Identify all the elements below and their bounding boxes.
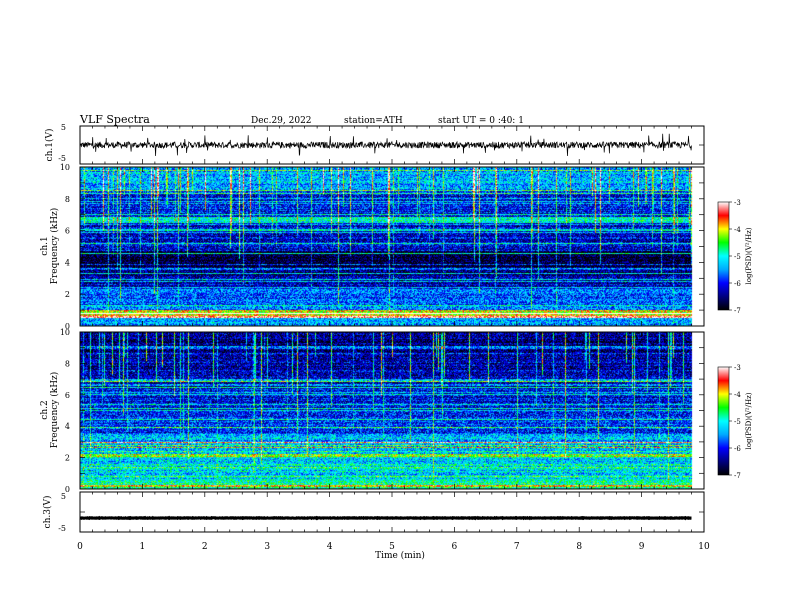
freq-tick-label: 0	[65, 322, 70, 331]
x-axis-tick-labels: 0 1 2 3 4 5 6 7 8 9 10	[77, 542, 710, 552]
colorbar-tick-label: -6	[734, 445, 741, 453]
figure-title: VLF Spectra	[79, 113, 150, 126]
ch1-spectrogram-panel: 0 2 4 6 8 10 ch.1 Frequency (kHz)	[40, 163, 705, 331]
colorbar-tick-label: -6	[734, 280, 741, 288]
x-tick-label: 8	[576, 542, 582, 552]
x-axis-label: Time (min)	[375, 550, 425, 561]
ch2-spectrogram-ytick-labels: 0 2 4 6 8 10	[60, 328, 70, 494]
x-tick-label: 7	[514, 542, 520, 552]
colorbar-tick-label: -3	[734, 199, 741, 207]
colorbar-tick-label: -3	[734, 364, 741, 372]
ch1-waveform-ticks	[79, 125, 705, 165]
start-ut-label: start UT = 0 :40: 1	[438, 116, 524, 126]
colorbar-tick-label: -5	[734, 253, 741, 261]
x-tick-label: 2	[202, 542, 208, 552]
ch1-ylabel: ch.1(V)	[44, 129, 55, 162]
freq-tick-label: 0	[65, 485, 70, 494]
ch2-spectrogram-panel: 0 2 4 6 8 10 ch.2 Frequency (kHz)	[40, 328, 705, 494]
ch1-ytick-top: 5	[61, 123, 66, 132]
freq-tick-label: 10	[60, 163, 70, 172]
ch1-frequency-label: Frequency (kHz)	[49, 208, 60, 285]
freq-tick-label: 4	[65, 258, 70, 267]
station-label: station=ATH	[344, 116, 403, 126]
x-tick-label: 3	[264, 542, 270, 552]
ch1-channel-label: ch.1	[40, 236, 50, 255]
ch3-ytick-top: 5	[61, 492, 66, 501]
ch1-spectrogram-ytick-labels: 0 2 4 6 8 10	[60, 163, 70, 331]
ch2-colorbar: -3 -4 -5 -6 -7 log(PSD)(V²/Hz)	[717, 364, 753, 480]
freq-tick-label: 4	[65, 422, 70, 431]
freq-tick-label: 8	[65, 195, 70, 204]
ch1-ytick-bottom: -5	[58, 154, 66, 163]
x-tick-label: 6	[452, 542, 458, 552]
ch2-spectrogram-plot	[80, 332, 704, 489]
colorbar-gradient	[717, 366, 730, 476]
ch1-waveform-line	[79, 133, 692, 157]
colorbar-tick-label: -4	[734, 391, 741, 399]
ch2-frequency-label: Frequency (kHz)	[49, 372, 60, 449]
ch3-waveform-frame	[79, 491, 705, 533]
ch1-spectrogram-ticks	[79, 166, 705, 327]
ch1-spectrogram-plot	[80, 167, 704, 326]
ch2-channel-label: ch.2	[40, 400, 50, 419]
colorbar-tick-label: -7	[734, 307, 741, 315]
date-label: Dec.29, 2022	[251, 116, 312, 126]
x-tick-label: 10	[698, 542, 710, 552]
ch2-spectrogram-ticks	[79, 331, 705, 490]
ch3-waveform-panel: 5 -5 ch.3(V)	[42, 491, 705, 533]
freq-tick-label: 10	[60, 328, 70, 337]
x-tick-label: 9	[639, 542, 645, 552]
ch1-waveform-panel: 5 -5 ch.1(V)	[44, 123, 705, 165]
x-tick-label: 0	[77, 542, 83, 552]
colorbar-label: log(PSD)(V²/Hz)	[745, 392, 753, 449]
ch3-ytick-bottom: -5	[58, 524, 66, 533]
colorbar-label: log(PSD)(V²/Hz)	[745, 227, 753, 284]
x-tick-label: 5	[389, 542, 395, 552]
freq-tick-label: 2	[65, 290, 70, 299]
colorbar-gradient	[717, 201, 730, 311]
freq-tick-label: 8	[65, 359, 70, 368]
ch3-ylabel: ch.3(V)	[42, 496, 53, 529]
freq-tick-label: 2	[65, 454, 70, 463]
ch1-colorbar: -3 -4 -5 -6 -7 log(PSD)(V²/Hz)	[717, 199, 753, 315]
colorbar-tick-label: -4	[734, 226, 741, 234]
ch3-waveform-ticks	[79, 491, 705, 533]
freq-tick-label: 6	[65, 227, 70, 236]
colorbar-tick-label: -5	[734, 418, 741, 426]
x-tick-label: 1	[140, 542, 146, 552]
x-tick-label: 4	[327, 542, 333, 552]
colorbar-tick-label: -7	[734, 472, 741, 480]
freq-tick-label: 6	[65, 391, 70, 400]
